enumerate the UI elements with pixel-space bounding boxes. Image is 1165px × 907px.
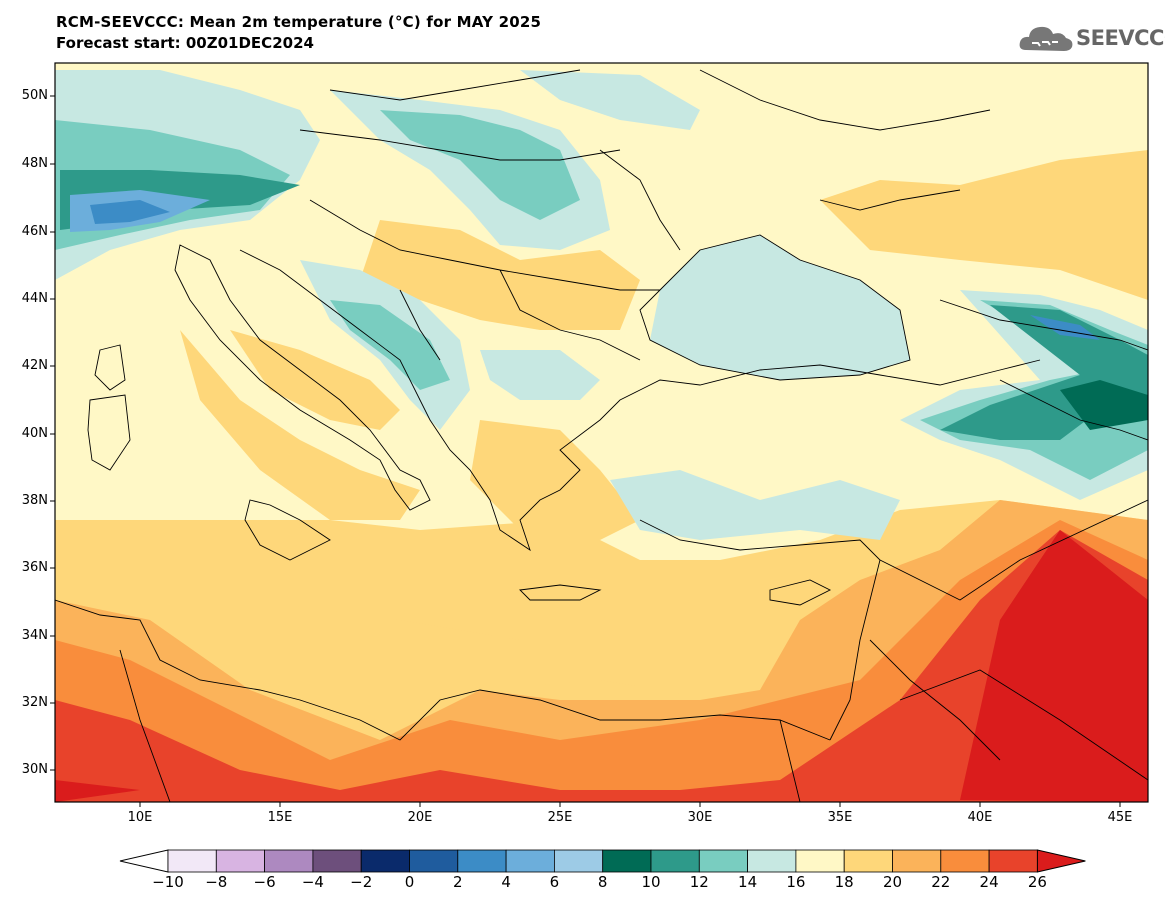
colorbar-swatch (215, 849, 266, 873)
lat-label: 50N (21, 88, 48, 103)
temperature-field (55, 63, 1148, 802)
cloud-logo-icon (1019, 26, 1073, 51)
lat-label: 34N (21, 628, 48, 643)
lon-label: 15E (267, 810, 293, 825)
lon-label: 10E (127, 810, 153, 825)
colorbar-swatch (457, 849, 507, 873)
colorbar-swatch (698, 849, 748, 873)
colorbar-label: 20 (882, 873, 903, 891)
map-title: RCM-SEEVCCC: Mean 2m temperature (°C) fo… (56, 13, 542, 31)
colorbar-label: 22 (931, 873, 951, 891)
colorbar-max-arrow (1036, 849, 1086, 873)
colorbar-swatch (988, 849, 1038, 873)
colorbar-swatch (650, 849, 700, 873)
colorbar-swatch (409, 849, 459, 873)
lon-label: 30E (687, 810, 713, 825)
lat-label: 46N (21, 224, 48, 239)
colorbar-label: 16 (786, 873, 806, 891)
colorbar-label: −2 (350, 873, 373, 891)
lat-label: 40N (21, 426, 48, 441)
lat-label: 44N (21, 291, 48, 306)
colorbar-swatch (360, 849, 410, 873)
colorbar-label: 6 (549, 873, 560, 891)
colorbar-swatch (505, 849, 555, 873)
colorbar (119, 849, 1086, 873)
colorbar-label: 4 (501, 873, 511, 891)
colorbar-min-arrow (119, 849, 169, 873)
coastlines (55, 69, 1148, 802)
colorbar-label: 26 (1027, 873, 1047, 891)
colorbar-label: −6 (253, 873, 276, 891)
colorbar-swatch (167, 849, 217, 873)
seevccc-logo: SEEVCCC (1018, 20, 1165, 56)
colorbar-label: 0 (404, 873, 415, 891)
colorbar-label: 10 (641, 873, 661, 891)
logo-text: SEEVCCC (1076, 26, 1165, 50)
colorbar-label: 18 (834, 873, 854, 891)
colorbar-swatch (843, 849, 893, 873)
colorbar-swatch (264, 849, 314, 873)
colorbar-swatch (747, 849, 797, 873)
colorbar-label: −4 (301, 873, 324, 891)
colorbar-label: 2 (453, 873, 463, 891)
lat-label: 32N (21, 695, 48, 710)
colorbar-label: 8 (597, 873, 608, 891)
lon-label: 35E (827, 810, 853, 825)
colorbar-label: −10 (152, 873, 184, 891)
colorbar-swatch (892, 849, 942, 873)
lon-label: 40E (967, 810, 993, 825)
colorbar-swatch (312, 849, 362, 873)
lat-label: 48N (21, 156, 48, 171)
colorbar-label: 24 (979, 873, 999, 891)
lat-label: 30N (21, 762, 48, 777)
colorbar-label: 12 (689, 873, 709, 891)
lon-label: 45E (1107, 810, 1133, 825)
lat-label: 42N (21, 358, 48, 373)
colorbar-swatch (795, 849, 845, 873)
colorbar-label: −8 (205, 873, 228, 891)
axis-ticks (50, 95, 1121, 807)
colorbar-swatch (940, 849, 990, 873)
lon-label: 25E (547, 810, 573, 825)
colorbar-swatch (554, 849, 604, 873)
colorbar-label: 14 (738, 873, 758, 891)
map-subtitle: Forecast start: 00Z01DEC2024 (56, 34, 314, 52)
lat-label: 36N (21, 560, 48, 575)
colorbar-swatch (602, 849, 652, 873)
lon-label: 20E (407, 810, 433, 825)
lat-label: 38N (21, 493, 48, 508)
